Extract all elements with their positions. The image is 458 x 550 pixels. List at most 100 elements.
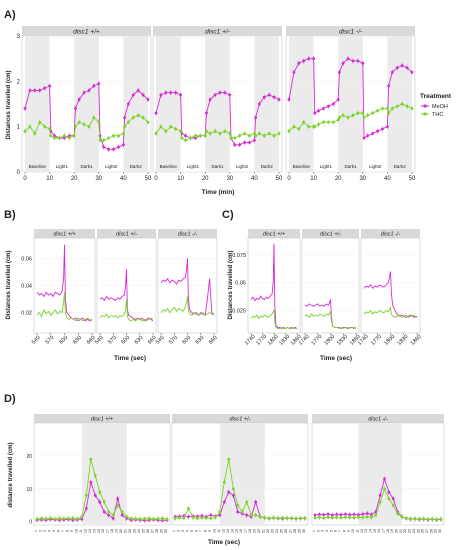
x-tick-label: 20 bbox=[257, 529, 261, 533]
data-point bbox=[391, 503, 395, 507]
data-point bbox=[141, 116, 145, 119]
x-tick-label: 30 bbox=[302, 529, 306, 533]
data-point bbox=[257, 132, 261, 135]
phase-label: Light2 bbox=[369, 164, 382, 169]
x-tick-label: 50 bbox=[409, 176, 416, 182]
data-point bbox=[131, 116, 135, 119]
data-point bbox=[98, 500, 102, 504]
x-tick-label: 8 bbox=[203, 530, 207, 532]
data-point bbox=[102, 510, 106, 514]
data-point bbox=[303, 516, 307, 520]
data-point bbox=[180, 136, 184, 140]
data-point bbox=[182, 516, 186, 520]
data-point bbox=[366, 113, 370, 117]
data-point bbox=[126, 120, 130, 124]
data-point bbox=[141, 93, 145, 97]
data-point bbox=[213, 93, 217, 97]
data-point bbox=[400, 64, 404, 67]
data-point bbox=[77, 120, 81, 124]
data-point bbox=[208, 98, 212, 101]
data-point bbox=[245, 500, 249, 504]
data-point bbox=[361, 512, 365, 516]
x-tick-label: 5 bbox=[329, 530, 333, 532]
data-point bbox=[317, 516, 321, 519]
x-tick-label: 19 bbox=[390, 529, 394, 533]
x-tick-label: 9 bbox=[70, 530, 74, 532]
x-tick-label: 3 bbox=[43, 530, 47, 532]
y-tick-label: 0.02 bbox=[21, 311, 32, 317]
x-tick-label: 18 bbox=[386, 529, 390, 533]
facet-strip bbox=[302, 229, 359, 238]
facet-title: disc1 -/- bbox=[368, 417, 388, 423]
data-point bbox=[117, 134, 120, 138]
y-axis-label: Distances travelled (cm) bbox=[6, 250, 12, 319]
x-tick-label: 30 bbox=[95, 176, 102, 182]
data-point bbox=[44, 517, 48, 521]
legend-item-label: THC bbox=[432, 112, 443, 118]
x-tick-label: 24 bbox=[137, 529, 141, 533]
x-tick-label: 10 bbox=[46, 176, 53, 182]
data-point bbox=[297, 127, 301, 131]
data-point bbox=[254, 116, 258, 119]
data-point bbox=[376, 109, 379, 113]
x-tick-label: 5 bbox=[190, 530, 194, 532]
legend-swatch-point bbox=[423, 112, 427, 116]
x-tick-label: 25 bbox=[280, 529, 284, 533]
facet-b-2: disc1 -/- 540 570 600 630 660 bbox=[155, 229, 219, 346]
data-point bbox=[292, 70, 296, 74]
data-point bbox=[326, 120, 330, 124]
data-point bbox=[49, 516, 52, 520]
data-point bbox=[257, 102, 261, 106]
x-tick-label: 50 bbox=[145, 176, 152, 182]
facet-strip bbox=[248, 229, 300, 238]
x-tick-label: 0 bbox=[23, 176, 27, 182]
data-point bbox=[339, 516, 343, 520]
data-point bbox=[49, 134, 53, 138]
data-point bbox=[82, 91, 86, 95]
data-point bbox=[381, 127, 384, 131]
data-point bbox=[112, 147, 115, 151]
series-line-thc bbox=[99, 299, 154, 322]
x-tick-label: 1800 bbox=[267, 334, 280, 347]
facet-strip bbox=[153, 26, 282, 36]
data-point bbox=[356, 59, 360, 63]
data-point bbox=[439, 517, 443, 521]
data-point bbox=[276, 517, 280, 520]
data-point bbox=[23, 129, 27, 133]
data-point bbox=[159, 93, 163, 97]
phase-label: Light2 bbox=[236, 164, 249, 169]
data-point bbox=[173, 517, 177, 520]
x-tick-label: 660 bbox=[208, 335, 219, 346]
data-point bbox=[120, 510, 124, 514]
data-point bbox=[254, 500, 258, 504]
x-tick-label: 1800 bbox=[323, 334, 336, 347]
facet-c-1: disc1 +/-1740 1770 1800 1830 1860 bbox=[298, 229, 362, 347]
data-point bbox=[410, 70, 414, 74]
facet-a-1: disc1 +/- Baseline Light1 Dark1 Light2 Dark2 0… bbox=[152, 26, 283, 182]
data-point bbox=[240, 510, 244, 514]
data-point bbox=[23, 107, 27, 110]
data-point bbox=[356, 111, 360, 115]
y-tick-label: 1 bbox=[17, 125, 21, 131]
x-axis-label: Time (sec) bbox=[114, 355, 146, 362]
panel-label-a: A) bbox=[4, 9, 16, 21]
data-point bbox=[267, 132, 271, 135]
data-point bbox=[152, 517, 155, 521]
x-tick-label: 27 bbox=[425, 529, 429, 533]
x-tick-label: 23 bbox=[133, 529, 137, 533]
x-axis-label: Time (sec) bbox=[320, 355, 352, 362]
data-point bbox=[348, 516, 352, 519]
x-tick-label: 4 bbox=[325, 530, 329, 532]
data-point bbox=[184, 134, 187, 138]
data-point bbox=[87, 89, 91, 92]
y-axis-label: Distances travelled (cm) bbox=[6, 70, 12, 139]
facet-b-1: disc1 +/- 540 570 600 630 660 bbox=[94, 229, 158, 346]
data-point bbox=[131, 93, 135, 97]
data-point bbox=[125, 515, 129, 519]
data-point bbox=[136, 113, 140, 117]
data-point bbox=[213, 129, 217, 133]
data-point bbox=[154, 111, 158, 115]
data-point bbox=[28, 89, 32, 92]
x-tick-label: 40 bbox=[384, 176, 391, 182]
data-point bbox=[243, 132, 246, 135]
